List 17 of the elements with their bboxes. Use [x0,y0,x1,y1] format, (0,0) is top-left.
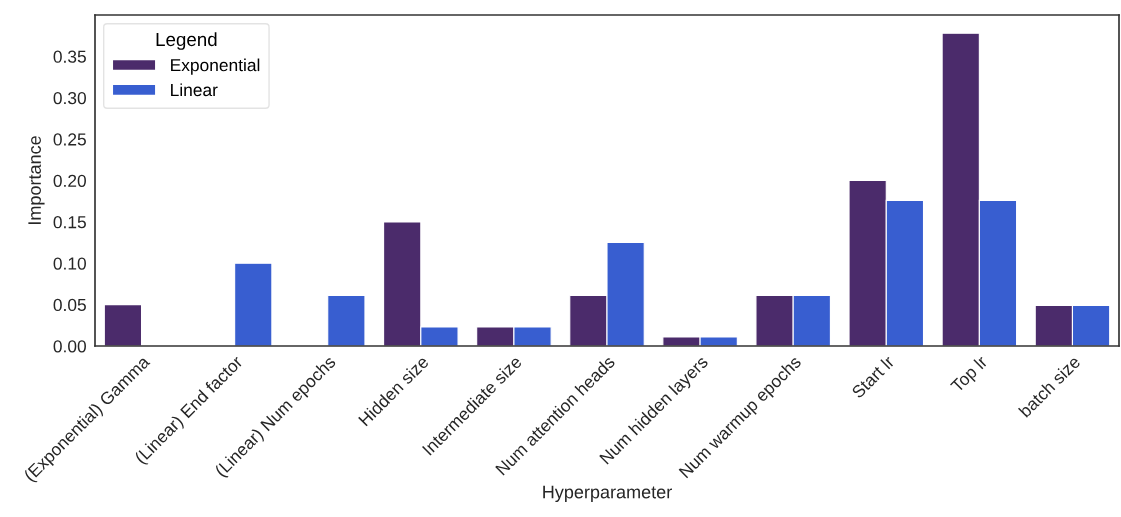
y-tick-label: 0.00 [53,340,86,353]
y-axis-title: Importance [28,136,45,224]
y-tick-label: 0.25 [53,133,86,146]
y-tick-label: 0.30 [53,91,86,105]
bar [327,294,366,346]
y-tick-label: 0.35 [53,50,86,63]
x-tick-label: Top lr [949,354,991,396]
y-tick-label: 0.20 [53,174,86,187]
y-tick-label: 0.15 [53,216,86,229]
bar [234,262,273,346]
bar [103,304,143,346]
y-tick-label: 0.10 [53,257,86,270]
legend-label: Linear [171,83,218,97]
legend-title: Legend [156,32,217,50]
y-tick-label: 0.05 [53,298,86,312]
legend-label: Exponential [171,58,260,75]
x-axis-title: Hyperparameter [543,485,672,502]
